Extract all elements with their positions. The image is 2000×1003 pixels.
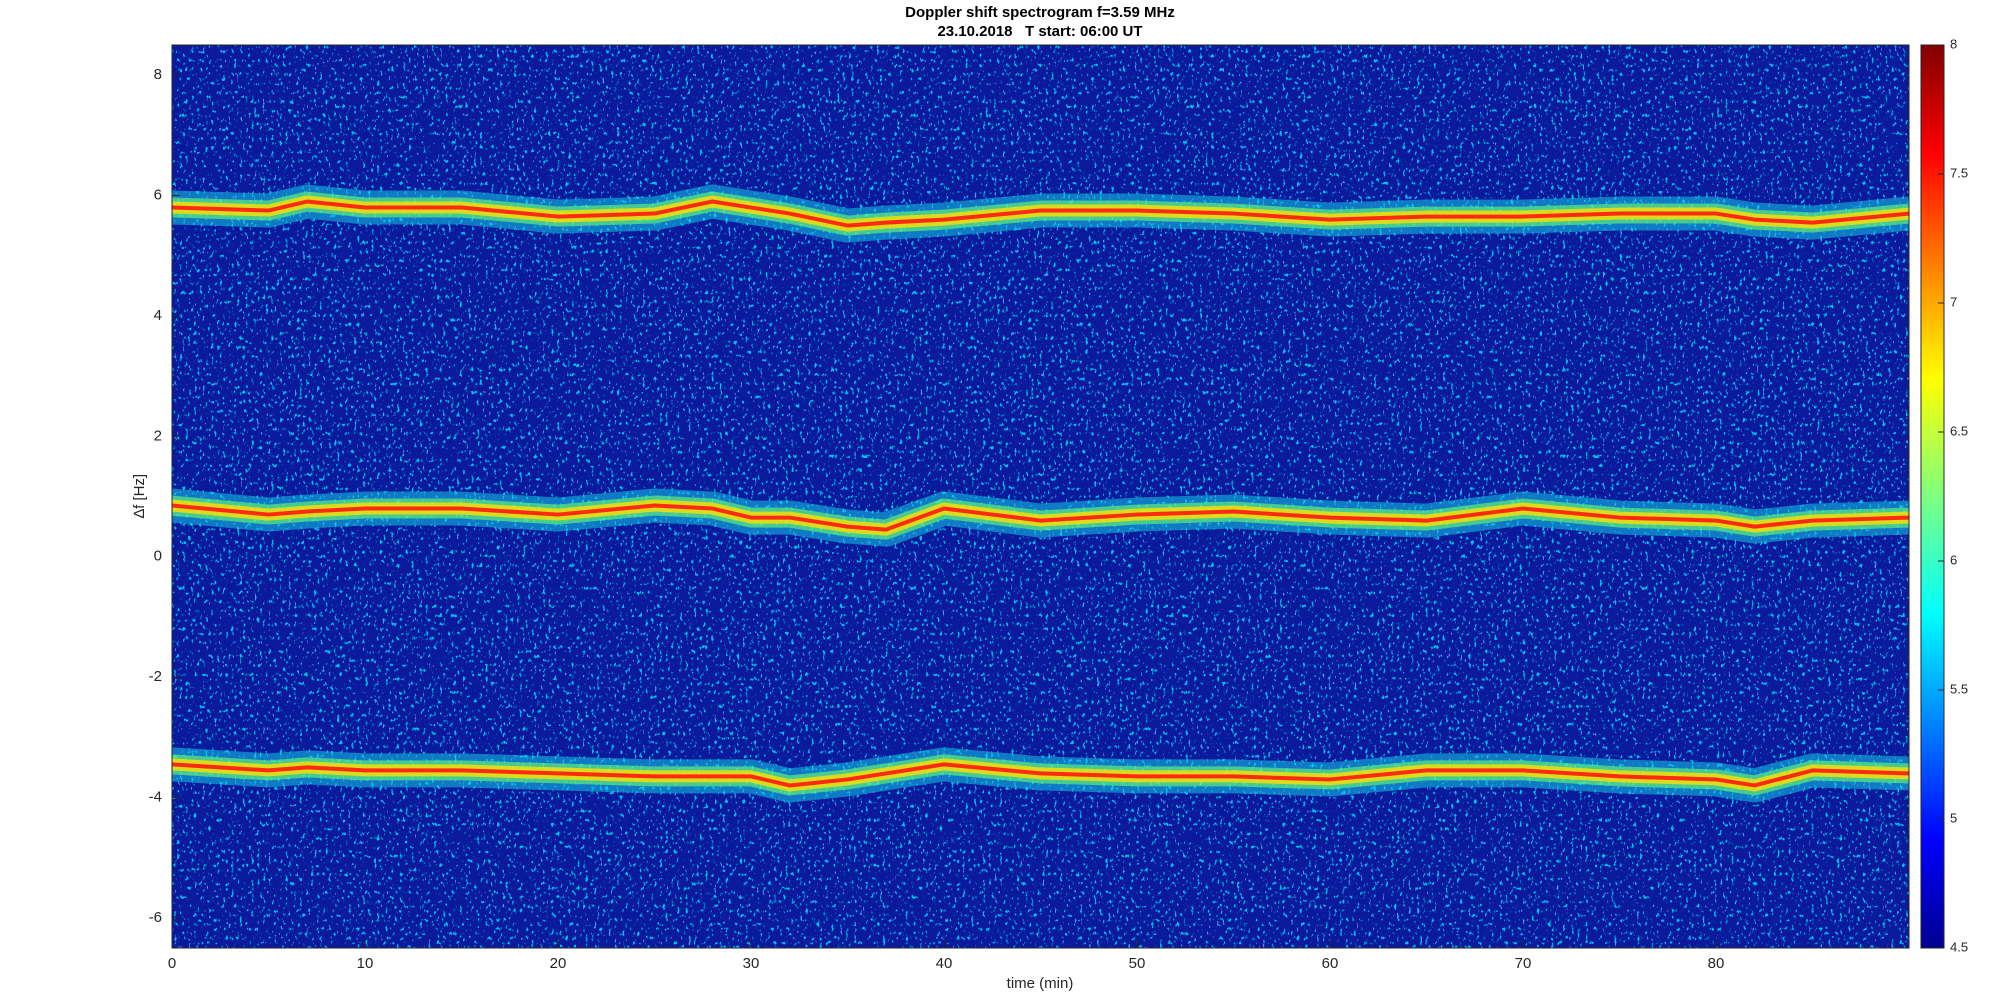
colorbar: [1920, 44, 1945, 949]
x-tick-label: 30: [743, 955, 760, 972]
x-tick-label: 20: [550, 955, 567, 972]
y-tick-label: -2: [149, 668, 162, 685]
trace-line: [172, 199, 1909, 228]
y-tick-label: 6: [154, 186, 162, 203]
x-axis-label: time (min): [1007, 975, 1074, 992]
x-tick-label: 80: [1708, 955, 1725, 972]
y-tick-label: 8: [154, 66, 162, 83]
y-tick-label: -4: [149, 788, 162, 805]
colorbar-tick-label: 5: [1950, 810, 1957, 825]
x-tick-label: 40: [936, 955, 953, 972]
plot-frame: [171, 44, 1910, 949]
y-tick-label: -6: [149, 909, 162, 926]
y-tick-label: 2: [154, 427, 162, 444]
trace-line: [172, 503, 1909, 532]
colorbar-tick-label: 4.5: [1950, 939, 1968, 954]
colorbar-tick-label: 7: [1950, 294, 1957, 309]
colorbar-tick-label: 7.5: [1950, 165, 1968, 180]
y-tick-label: 4: [154, 307, 162, 324]
x-tick-label: 50: [1129, 955, 1146, 972]
x-tick-label: 70: [1515, 955, 1532, 972]
colorbar-tick-label: 8: [1950, 36, 1957, 51]
colorbar-tick-label: 6: [1950, 552, 1957, 567]
x-tick-label: 60: [1322, 955, 1339, 972]
trace-line: [172, 762, 1909, 788]
x-tick-label: 10: [357, 955, 374, 972]
colorbar-tick-label: 5.5: [1950, 681, 1968, 696]
chart-subtitle: 23.10.2018 T start: 06:00 UT: [937, 23, 1142, 40]
colorbar-tick-label: 6.5: [1950, 423, 1968, 438]
x-tick-label: 0: [168, 955, 176, 972]
traces: [172, 184, 1909, 803]
y-tick-label: 0: [154, 548, 162, 565]
chart-title: Doppler shift spectrogram f=3.59 MHz: [905, 4, 1175, 21]
y-axis-label: ∆f [Hz]: [131, 474, 148, 518]
